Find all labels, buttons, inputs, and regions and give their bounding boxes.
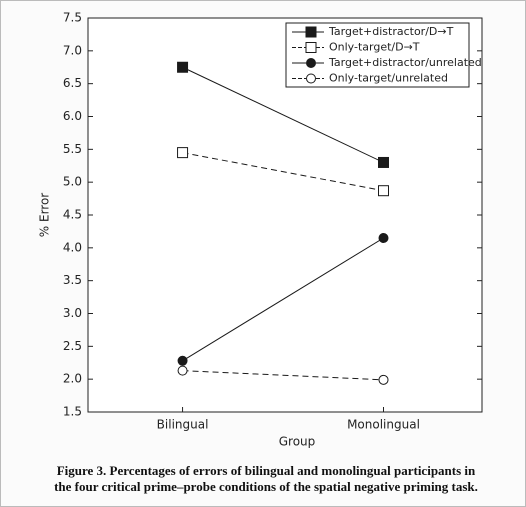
series-line — [182, 370, 384, 381]
y-tick-label: 7.0 — [63, 43, 82, 57]
legend-marker — [306, 58, 316, 68]
series-line — [182, 66, 384, 163]
y-tick-label: 6.0 — [63, 109, 82, 123]
legend-marker — [305, 42, 317, 53]
y-tick-label: 4.0 — [63, 240, 82, 254]
data-point — [378, 185, 389, 197]
data-point — [378, 156, 389, 168]
y-tick-label: 6.5 — [63, 76, 82, 90]
data-point — [378, 232, 389, 243]
caption-line: Figure 3. Percentages of errors of bilin… — [56, 463, 476, 478]
x-axis-label: Group — [279, 435, 316, 449]
x-tick-label: Monolingual — [347, 418, 420, 432]
y-tick-label: 7.5 — [63, 11, 82, 25]
y-axis-label: % Error — [38, 193, 52, 238]
y-tick-label: 5.5 — [63, 142, 82, 156]
y-tick-label: 4.5 — [63, 208, 82, 222]
caption: Figure 3. Percentages of errors of bilin… — [21, 463, 511, 495]
y-tick-label: 3.5 — [63, 273, 82, 287]
legend-marker — [306, 73, 316, 84]
caption-line: the four critical prime–probe conditions… — [54, 479, 478, 494]
series-line — [182, 152, 384, 192]
legend-label: Only-target/unrelated — [329, 72, 448, 85]
data-point — [177, 365, 188, 376]
y-tick-label: 5.0 — [63, 175, 82, 189]
legend-marker — [305, 26, 317, 38]
data-point — [378, 374, 389, 385]
series-line — [182, 237, 384, 362]
y-tick-label: 2.5 — [63, 339, 82, 353]
legend-label: Target+distractor/D→T — [328, 25, 454, 38]
y-tick-label: 1.5 — [63, 405, 82, 419]
x-tick-label: Bilingual — [157, 418, 209, 432]
legend-label: Only-target/D→T — [329, 41, 420, 54]
legend-label: Target+distractor/unrelated — [328, 56, 482, 69]
data-point — [177, 147, 189, 159]
data-point — [177, 355, 188, 366]
y-tick-label: 2.0 — [63, 372, 82, 386]
data-point — [177, 61, 189, 73]
chart: Group % Error 1.5 2.0 2.5 3.0 3.5 4.0 4.5 5.0 5.… — [38, 11, 483, 449]
y-tick-label: 3.0 — [63, 306, 82, 320]
